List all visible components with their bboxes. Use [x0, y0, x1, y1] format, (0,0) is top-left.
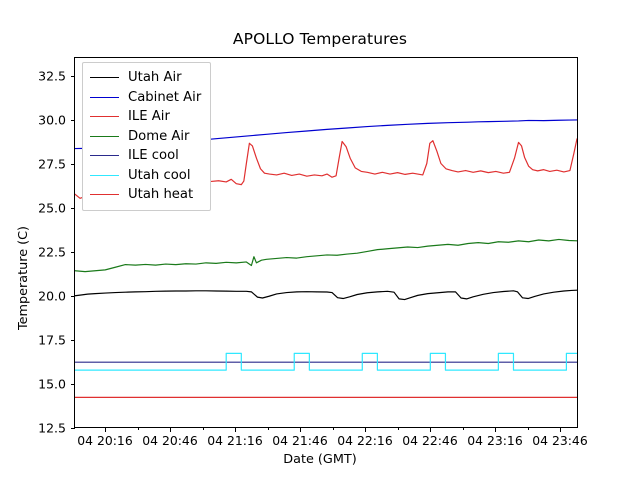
legend-item[interactable]: ILE cool [90, 146, 201, 166]
series-line [75, 352, 577, 371]
y-tick-label: 30.0 [38, 112, 66, 128]
y-tick-mark [70, 208, 75, 210]
legend-color-swatch [90, 135, 119, 137]
x-tick-mark-minor [462, 428, 464, 431]
legend-label: ILE cool [128, 148, 179, 164]
y-axis-label: Temperature (C) [16, 225, 31, 330]
y-tick-label: 15.0 [38, 376, 66, 392]
x-tick-label: 04 21:46 [272, 433, 328, 448]
x-tick-mark [105, 428, 107, 432]
x-tick-mark [170, 428, 172, 432]
series-line [75, 289, 577, 301]
legend-color-swatch [90, 155, 119, 157]
x-tick-label: 04 21:16 [207, 433, 263, 448]
legend-color-swatch [90, 77, 119, 79]
y-tick-label: 12.5 [38, 420, 66, 436]
legend-color-swatch [90, 116, 119, 118]
x-tick-mark [430, 428, 432, 432]
plot-lines-clip [75, 58, 577, 427]
y-tick-mark [70, 164, 75, 166]
x-tick-mark [365, 428, 367, 432]
y-tick-mark [70, 252, 75, 254]
x-tick-mark [300, 428, 302, 432]
y-tick-mark [70, 428, 75, 430]
legend-label: Utah heat [128, 187, 194, 203]
x-tick-label: 04 20:16 [77, 433, 133, 448]
legend-label: Utah Air [128, 70, 182, 86]
legend-label: ILE Air [128, 109, 170, 125]
legend-label: Utah cool [128, 167, 191, 183]
legend-item[interactable]: Dome Air [90, 127, 201, 147]
x-tick-mark-minor [267, 428, 269, 431]
y-tick-mark [70, 296, 75, 298]
y-tick-mark [70, 76, 75, 78]
x-tick-mark-minor [332, 428, 334, 431]
legend-label: Dome Air [128, 128, 190, 144]
y-tick-mark [70, 120, 75, 122]
x-tick-label: 04 23:16 [467, 433, 523, 448]
x-tick-mark-minor [202, 428, 204, 431]
y-tick-label: 17.5 [38, 332, 66, 348]
legend-item[interactable]: Utah heat [90, 185, 201, 205]
y-tick-label: 22.5 [38, 244, 66, 260]
x-axis-label: Date (GMT) [283, 452, 357, 467]
x-tick-mark-minor [397, 428, 399, 431]
series-canvas [75, 119, 577, 398]
x-tick-mark [495, 428, 497, 432]
y-tick-label: 32.5 [38, 68, 66, 84]
legend-color-swatch [90, 194, 119, 196]
x-tick-label: 04 22:46 [402, 433, 458, 448]
legend-item[interactable]: Cabinet Air [90, 88, 201, 108]
y-tick-label: 25.0 [38, 200, 66, 216]
legend-item[interactable]: Utah Air [90, 68, 201, 88]
x-tick-label: 04 20:46 [142, 433, 198, 448]
legend-item[interactable]: Utah cool [90, 166, 201, 186]
legend-color-swatch [90, 96, 119, 98]
x-tick-mark-minor [527, 428, 529, 431]
y-tick-label: 20.0 [38, 288, 66, 304]
y-tick-mark [70, 384, 75, 386]
series-line [75, 238, 577, 273]
legend-label: Cabinet Air [128, 89, 202, 105]
legend-color-swatch [90, 174, 119, 176]
x-tick-mark-minor [137, 428, 139, 431]
chart-title: APOLLO Temperatures [232, 30, 408, 48]
y-tick-mark [70, 340, 75, 342]
y-tick-label: 27.5 [38, 156, 66, 172]
x-tick-mark [235, 428, 237, 432]
legend-item[interactable]: ILE Air [90, 107, 201, 127]
x-tick-label: 04 22:16 [337, 433, 393, 448]
x-tick-mark [560, 428, 562, 432]
x-tick-label: 04 23:46 [532, 433, 588, 448]
chart-legend: Utah Air Cabinet Air ILE Air Dome Air ILE co… [82, 62, 212, 211]
